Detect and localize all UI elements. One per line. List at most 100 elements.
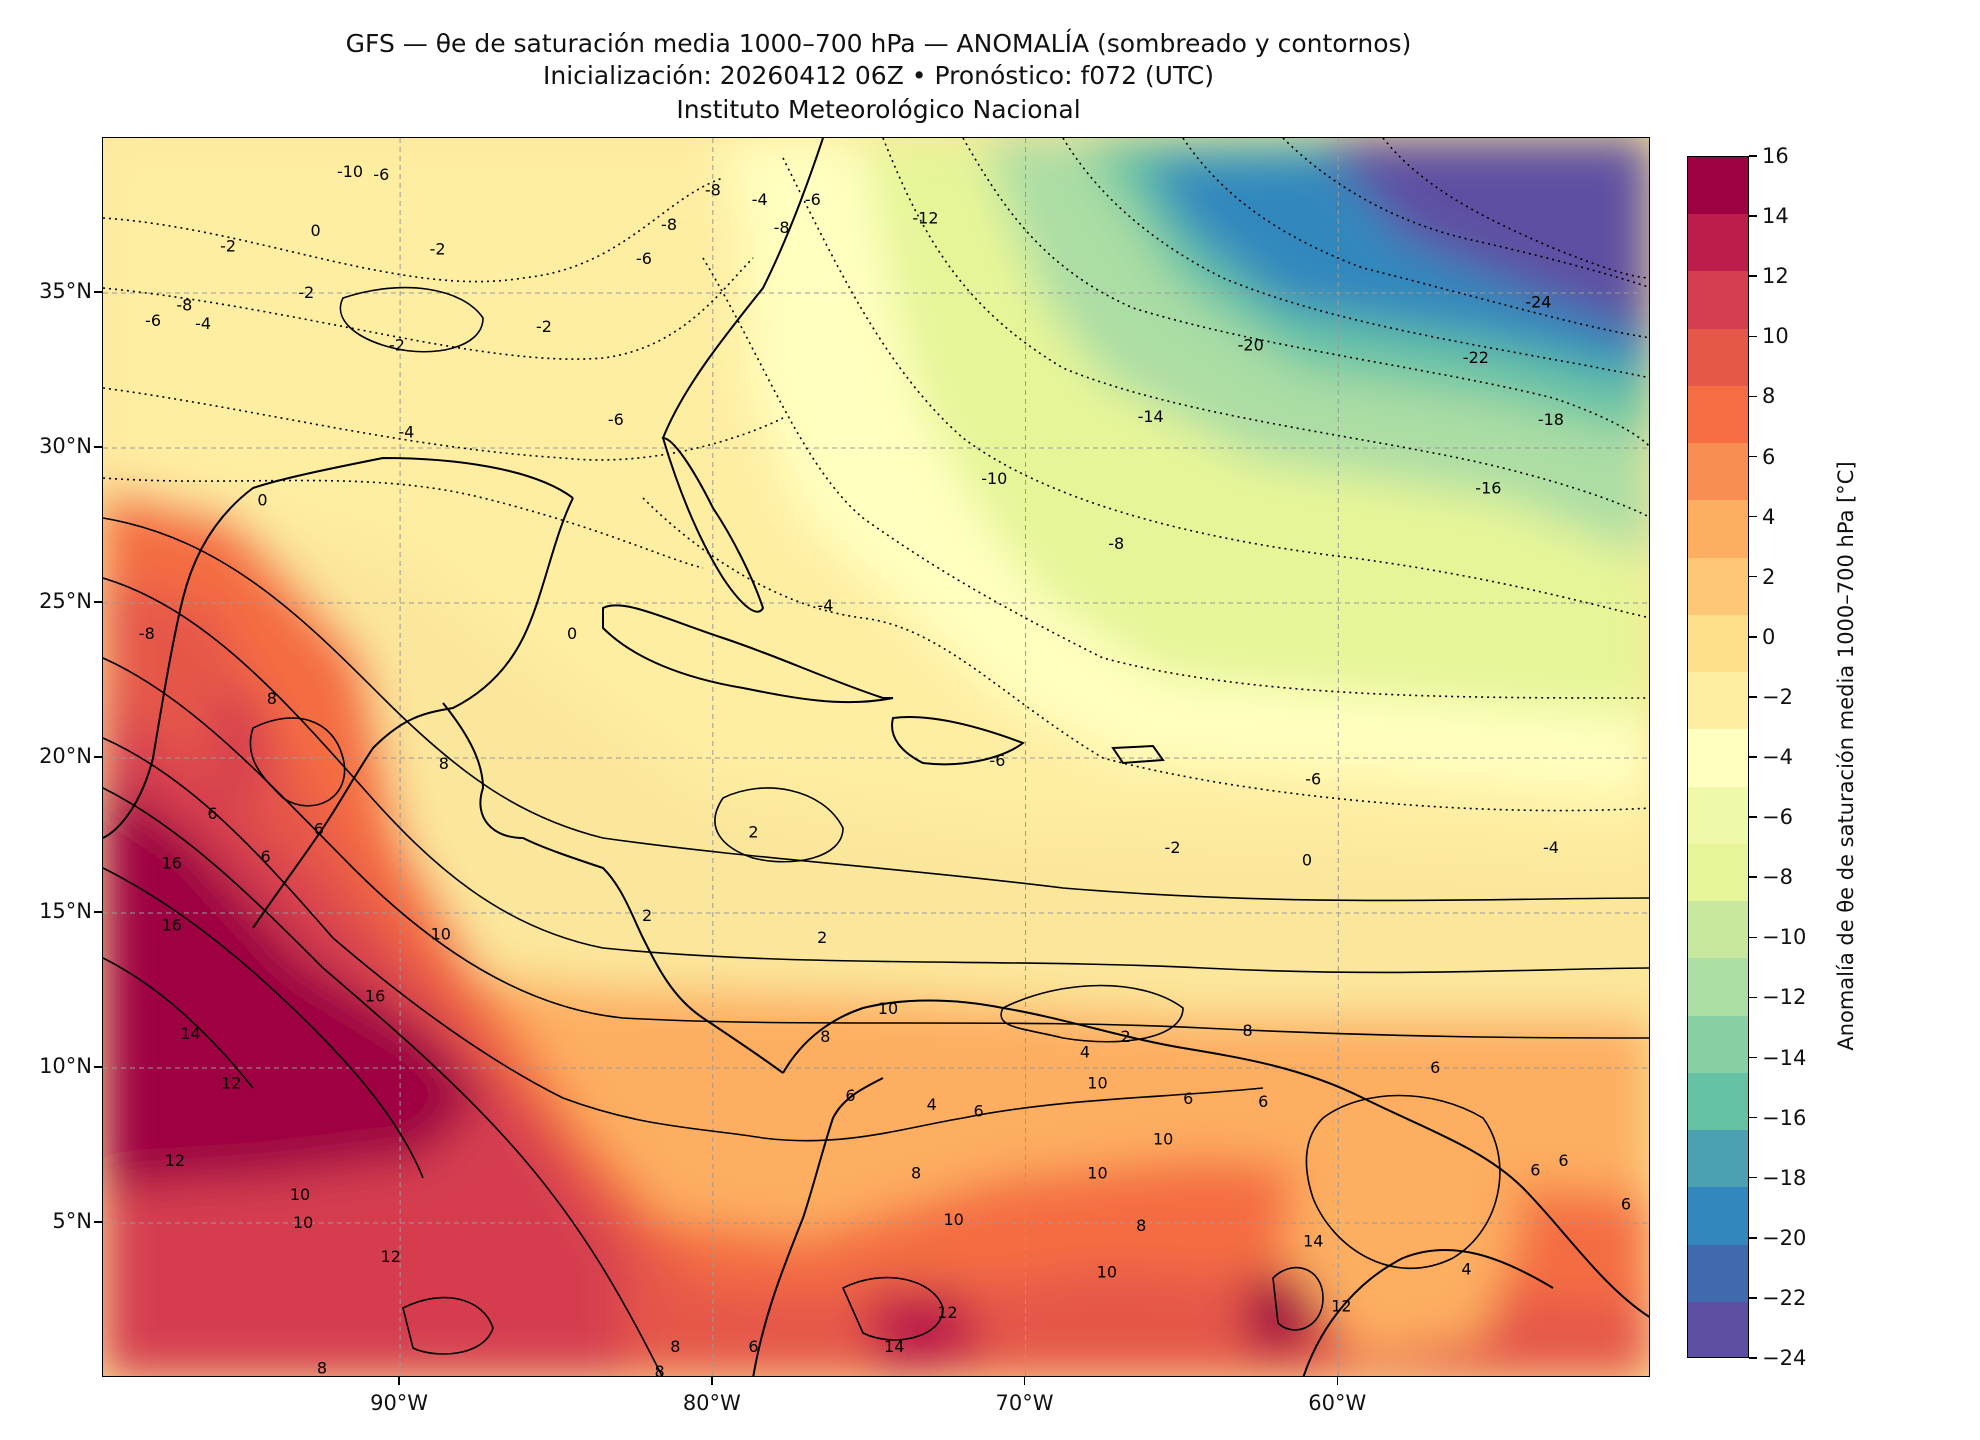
contour-label: 10 [1153,1129,1173,1148]
colorbar-tick-label: 16 [1762,144,1789,168]
colorbar-tick-label: −20 [1762,1225,1807,1250]
contour-label: -10 [337,162,363,181]
contour-label: -8 [705,181,721,200]
contour-label: 0 [311,221,321,240]
contour-label: -22 [1463,348,1489,367]
colorbar-tick-label: −2 [1762,684,1793,709]
anomaly-shading [103,138,1649,1376]
contour-label: 4 [1461,1260,1471,1279]
lat-tick-label: 10°N [39,1054,92,1078]
contour-labels: -10 -6-8 -4 -6-8 -8 -120-2 -2 -6-2-8-6 -4 -2-2-24… [139,162,1631,1376]
contour-label: 10 [1097,1263,1117,1282]
contour-label: -4 [195,314,211,333]
colorbar-swatch [1688,1015,1748,1074]
colorbar-swatch [1688,157,1748,216]
contour-label: 10 [1087,1074,1107,1093]
colorbar-tick-label: 10 [1762,324,1789,349]
colorbar-swatch [1688,443,1748,502]
contour-label: 6 [974,1101,984,1120]
contour-label: -6 [608,410,624,429]
lon-tick-label: 80°W [682,1391,741,1415]
contour-label: -12 [912,209,938,228]
map-panel: -10 -6 -8 -4 -6 -8 -8 -12 0 -2 -2 -6 -2 -8 -6 -4 -2 -2 -24… [102,137,1650,1377]
lat-tick-label: 15°N [39,899,92,923]
colorbar-tick [1749,1297,1757,1299]
colorbar-swatch [1688,958,1748,1017]
colorbar-swatch [1688,786,1748,845]
colorbar-tick [1749,275,1757,277]
lon-tick-label: 60°W [1308,1391,1367,1415]
colorbar-tick [1749,1237,1757,1239]
contour-label: -4 [398,423,414,442]
colorbar-tick [1749,575,1757,578]
colorbar-swatch [1688,729,1748,788]
contour-label: 10 [878,999,898,1018]
contour-label: -14 [1138,407,1164,426]
colorbar-tick [1749,515,1757,518]
contour-label: 16 [365,987,385,1006]
colorbar-tick-label: −6 [1762,805,1793,830]
contour-label: 12 [1331,1297,1351,1316]
contour-label: 4 [927,1095,937,1114]
colorbar-swatch [1688,901,1748,960]
colorbar-swatch [1688,614,1748,674]
lon-tick-label: 90°W [370,1391,429,1415]
colorbar-swatch [1688,214,1748,273]
chart-subtitle-init: Inicialización: 20260412 06Z • Pronóstic… [543,61,1214,90]
contour-label: -8 [774,218,790,237]
lat-tick [94,601,102,603]
colorbar-tick-label: 2 [1762,564,1776,589]
colorbar-tick [1749,155,1757,157]
contour-label: -2 [389,336,405,355]
colorbar-swatch [1688,1301,1748,1357]
colorbar-tick-label: 6 [1762,444,1776,469]
colorbar-tick-label: −8 [1762,865,1793,890]
contour-label: 14 [884,1337,904,1356]
contour-label: 6 [845,1086,855,1105]
coastlines [103,138,1649,1376]
colorbar-tick [1749,696,1757,698]
colorbar-tick [1749,455,1757,458]
contour-label: 10 [1087,1163,1107,1182]
colorbar-tick-label: −22 [1762,1285,1807,1310]
colorbar-tick [1749,816,1757,818]
lat-tick [94,1221,102,1223]
contour-label: -18 [1538,410,1564,429]
contour-label: 8 [670,1337,680,1356]
colorbar-swatch [1688,1187,1748,1246]
contour-label: -24 [1525,292,1551,311]
contour-label: -2 [430,240,446,259]
contour-label: 8 [1242,1021,1252,1040]
contour-label: 12 [165,1151,185,1170]
colorbar-swatch [1688,1130,1748,1189]
colorbar-swatch [1688,500,1748,559]
contour-label: 6 [261,847,271,866]
contour-label: 2 [1121,1027,1131,1046]
contour-label: 2 [642,906,652,925]
contour-label: 12 [381,1247,401,1266]
chart-title: GFS — θe de saturación media 1000–700 hP… [345,29,1412,58]
colorbar-tick-label: 12 [1762,264,1789,289]
contour-label: 8 [911,1163,921,1182]
lon-tick [1336,1377,1339,1385]
contour-label: 14 [1303,1232,1323,1251]
contour-label: -6 [805,190,821,209]
contour-label: -8 [1108,534,1124,553]
lat-tick-label: 35°N [39,279,92,303]
colorbar-tick-label: 0 [1762,624,1776,649]
chart-subtitle-institute: Instituto Meteorológico Nacional [676,95,1081,124]
contour-label: 8 [1136,1216,1146,1235]
lon-tick [711,1377,713,1385]
colorbar-tick [1749,636,1757,638]
colorbar-swatch [1688,271,1748,330]
contour-label: 2 [817,928,827,947]
contour-label: 6 [1183,1089,1193,1108]
colorbar-tick [1749,1116,1757,1119]
contour-label: -2 [1165,838,1181,857]
contour-label: 8 [267,689,277,708]
lat-tick [94,446,102,448]
contour-label: 16 [162,853,182,872]
contour-label: 6 [1530,1160,1540,1179]
lat-tick [94,911,102,913]
contour-label: -6 [1305,770,1321,789]
